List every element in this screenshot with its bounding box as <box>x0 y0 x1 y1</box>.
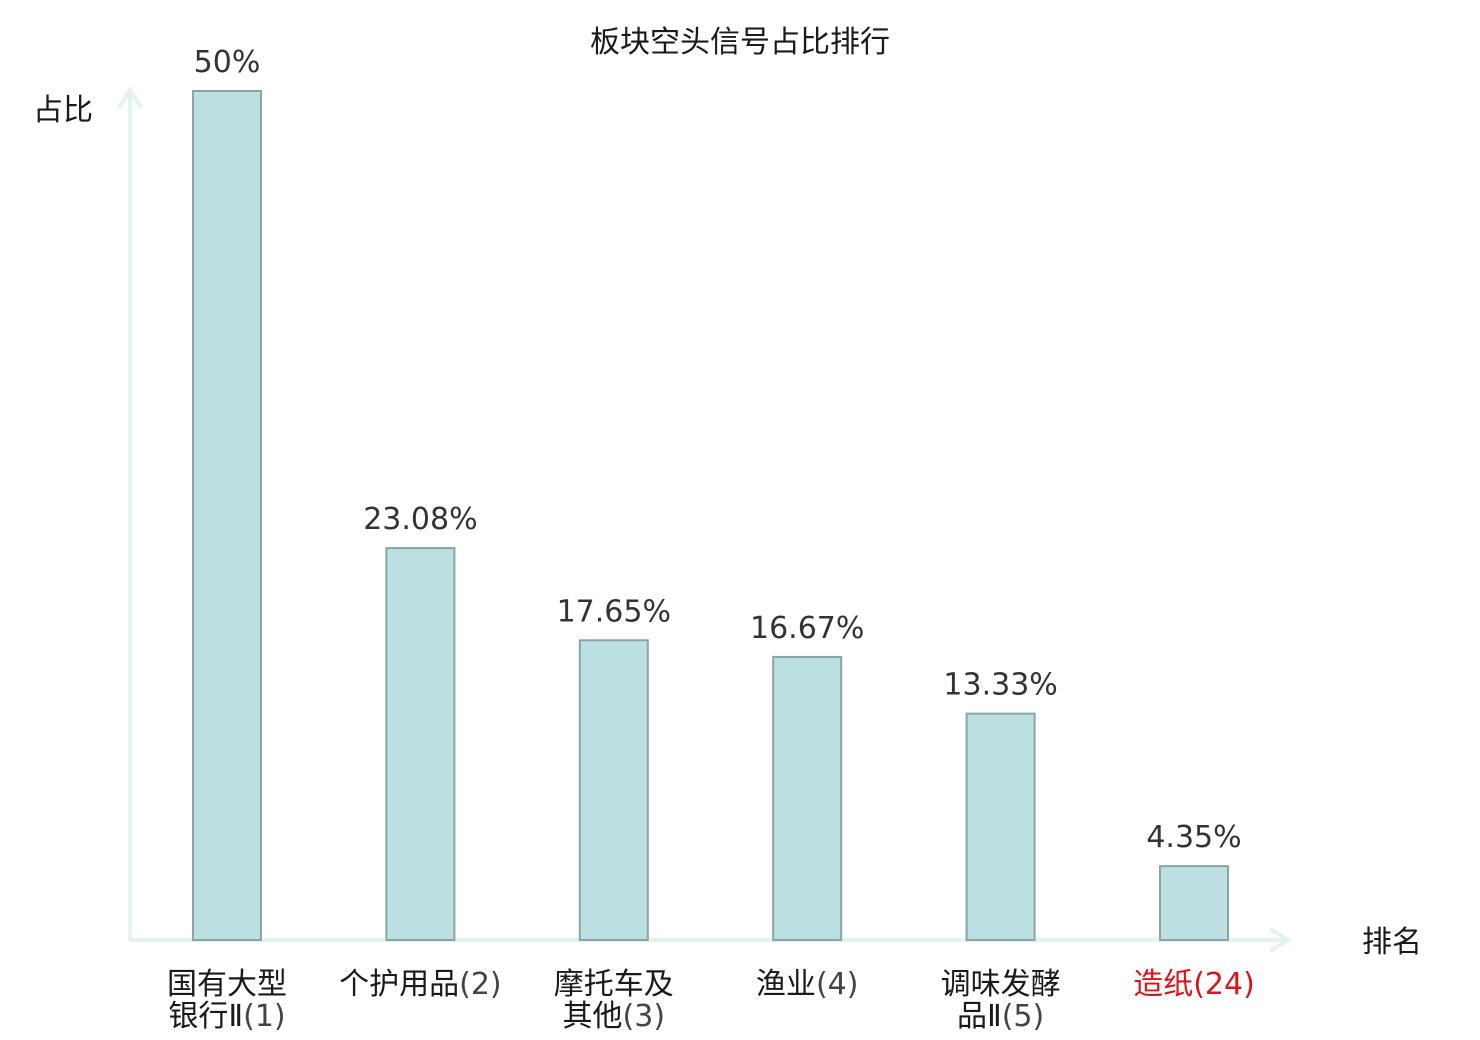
category-label: 国有大型 <box>167 967 287 1002</box>
value-labels-group: 50% 23.08% 17.65% 16.67% 13.33% 4.35% <box>194 45 1242 855</box>
category-label: 渔业(4) <box>756 967 859 1002</box>
category-label: 造纸(24) <box>1133 967 1255 1002</box>
chart-title: 板块空头信号占比排行 <box>590 25 890 60</box>
bars-group <box>192 90 1229 942</box>
bar-value-label: 23.08% <box>363 502 477 537</box>
y-axis-arrow <box>118 86 142 108</box>
bar <box>1159 865 1229 942</box>
category-label: 摩托车及 <box>554 967 674 1002</box>
bar-value-label: 50% <box>194 45 261 80</box>
category-label: 品Ⅱ(5) <box>957 999 1044 1034</box>
bar <box>965 712 1036 942</box>
bar <box>385 547 456 942</box>
category-label: 调味发酵 <box>941 967 1061 1002</box>
category-label: 个护用品(2) <box>339 967 502 1002</box>
category-label: 其他(3) <box>563 999 666 1034</box>
axes <box>118 86 1292 952</box>
category-label: 银行Ⅱ(1) <box>168 999 285 1034</box>
bar-value-label: 17.65% <box>557 594 671 629</box>
bar <box>192 90 262 941</box>
bar-value-label: 13.33% <box>943 668 1057 703</box>
x-axis-label: 排名 <box>1362 925 1422 960</box>
bar-value-label: 16.67% <box>750 611 864 646</box>
bar-value-label: 4.35% <box>1146 820 1241 855</box>
y-axis-label: 占比 <box>33 93 93 128</box>
x-axis-arrow <box>1270 928 1292 952</box>
bar <box>772 655 843 942</box>
bar <box>578 639 649 941</box>
